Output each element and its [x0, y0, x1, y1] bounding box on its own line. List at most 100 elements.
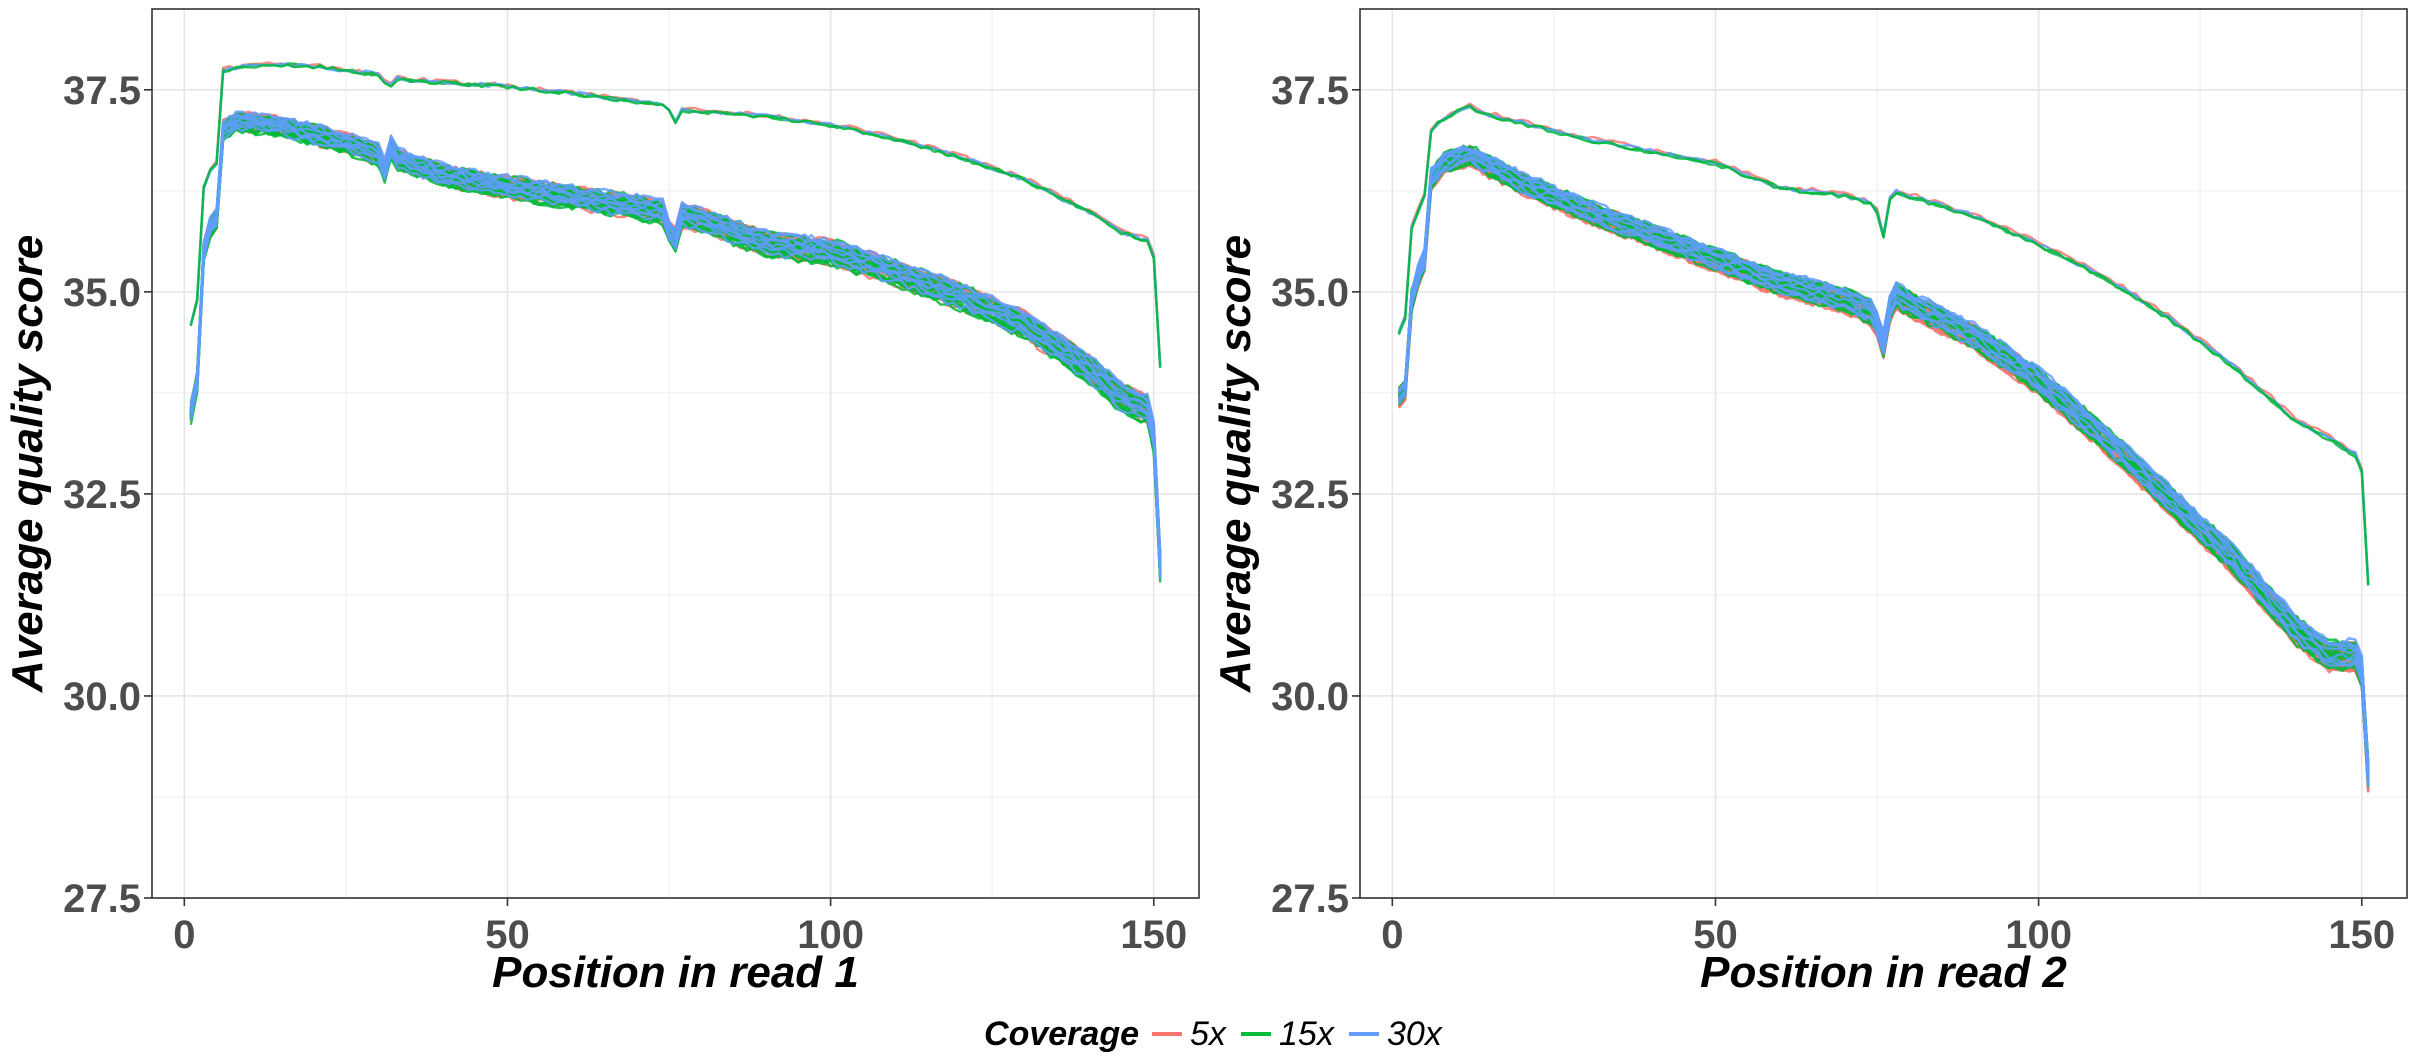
series-line: [189, 122, 1162, 569]
series-line: [189, 125, 1162, 579]
series-line: [1397, 150, 2370, 777]
x-tick-label: 50: [485, 913, 530, 957]
series-line: [189, 120, 1162, 573]
series-line: [189, 117, 1162, 565]
legend-label-5x: 5x: [1190, 1015, 1227, 1053]
series-line: [189, 115, 1162, 559]
series-line: [1397, 154, 2370, 779]
legend-label-15x: 15x: [1279, 1015, 1335, 1053]
series-line: [1397, 159, 2370, 786]
series-line: [189, 117, 1162, 568]
series-line: [189, 119, 1162, 567]
series-line: [189, 120, 1162, 571]
x-tick-label: 50: [1693, 913, 1738, 957]
y-tick-label: 30.0: [63, 675, 141, 719]
series-line: [1397, 150, 2370, 770]
x-tick-label: 0: [173, 913, 195, 957]
y-axis-title: Average quality score: [3, 235, 52, 693]
panel-read-1: 0 50 100 150 27.5 30.0 32.5 35.0 37.5 Position in…: [3, 8, 1200, 997]
series-line: [1398, 154, 2370, 782]
series-line: [1397, 151, 2370, 778]
series-lines: [1397, 102, 2370, 793]
series-line: [1397, 153, 2370, 777]
series-line: [1397, 146, 2370, 765]
series-line: [1397, 150, 2370, 775]
panel-read-2: 0 50 100 150 27.5 30.0 32.5 35.0 37.5 Position in…: [1211, 8, 2408, 997]
series-line: [189, 118, 1162, 565]
x-tick-label: 100: [2005, 913, 2072, 957]
series-line: [189, 116, 1162, 563]
series-line: [189, 116, 1162, 568]
x-tick-label: 0: [1381, 913, 1403, 957]
series-line: [189, 120, 1162, 570]
series-line: [1398, 144, 2370, 766]
series-line: [1397, 153, 2370, 779]
series-line: [189, 118, 1162, 569]
legend-label-30x: 30x: [1387, 1015, 1443, 1053]
series-line: [1398, 150, 2370, 773]
y-tick-label: 37.5: [63, 69, 141, 113]
series-line: [1398, 159, 2370, 788]
legend-title: Coverage: [984, 1015, 1139, 1053]
series-line: [189, 118, 1162, 569]
series-line: [1397, 144, 2370, 767]
series-line: [189, 111, 1162, 558]
series-line: [189, 126, 1162, 583]
series-line: [1397, 160, 2370, 787]
series-line: [189, 117, 1162, 566]
series-line: [1397, 151, 2370, 773]
series-line: [189, 119, 1162, 570]
series-line: [1397, 154, 2370, 784]
series-line: [189, 117, 1162, 568]
x-axis-title: Position in read 2: [1700, 948, 2067, 997]
series-line: [189, 118, 1162, 563]
series-line: [189, 125, 1162, 579]
series-line: [1397, 147, 2370, 775]
x-tick-label: 150: [1120, 913, 1187, 957]
series-line: [1397, 159, 2370, 789]
series-line: [189, 117, 1162, 565]
y-tick-label: 35.0: [1271, 271, 1349, 315]
series-line: [189, 124, 1162, 577]
series-line: [1397, 156, 2370, 780]
series-line: [189, 110, 1162, 559]
series-line: [1397, 152, 2370, 775]
series-lines: [189, 61, 1162, 583]
series-line: [1397, 145, 2370, 767]
series-line: [1398, 154, 2370, 780]
series-line: [189, 118, 1162, 568]
panel-border: [151, 8, 1200, 899]
y-tick-label: 35.0: [63, 271, 141, 315]
x-tick-label: 150: [2328, 913, 2395, 957]
series-line: [189, 125, 1162, 576]
series-line: [189, 113, 1162, 559]
series-line: [189, 126, 1162, 580]
series-line: [1397, 148, 2370, 770]
series-line: [189, 119, 1162, 572]
series-line: [1397, 147, 2370, 774]
series-line: [1397, 148, 2370, 769]
series-line: [189, 124, 1162, 577]
series-line: [189, 118, 1162, 568]
series-line: [1397, 152, 2370, 781]
series-line: [189, 121, 1162, 571]
series-line: [189, 117, 1162, 562]
series-line: [1397, 148, 2370, 768]
series-line: [1397, 157, 2370, 786]
series-line: [1397, 153, 2370, 784]
series-line: [1397, 160, 2370, 792]
series-line: [1398, 152, 2370, 781]
series-line: [1397, 145, 2370, 766]
series-line: [1397, 147, 2370, 765]
series-line: [189, 120, 1162, 564]
series-line: [1397, 148, 2370, 770]
series-line: [189, 116, 1162, 566]
series-line: [1397, 161, 2370, 788]
series-line: [1397, 153, 2370, 779]
series-line: [1397, 155, 2370, 785]
legend: Coverage 5x 15x 30x: [984, 1015, 1443, 1053]
series-line: [1398, 146, 2370, 772]
series-line: [1397, 151, 2370, 775]
y-tick-label: 27.5: [1271, 877, 1349, 921]
